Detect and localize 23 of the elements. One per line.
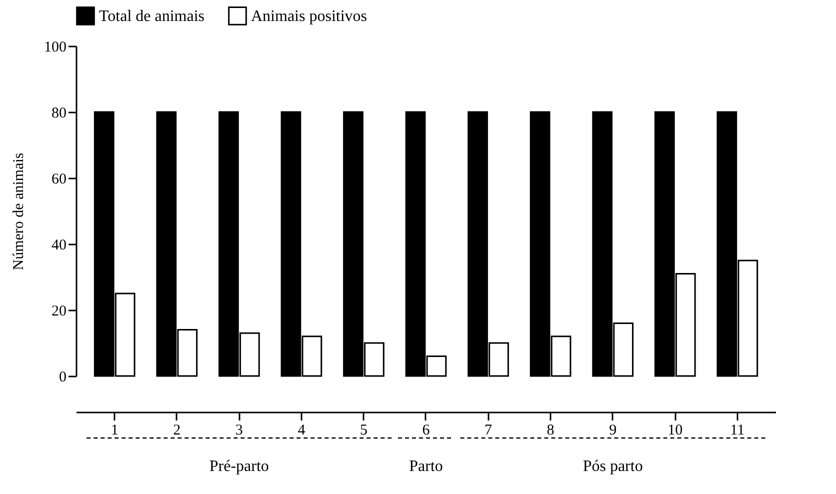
- x-tick-label: 3: [235, 422, 243, 438]
- legend-label: Total de animais: [99, 8, 205, 25]
- x-tick-label: 5: [360, 422, 368, 438]
- y-tick-label: 60: [52, 172, 66, 188]
- x-tick-label: 7: [484, 422, 493, 438]
- y-tick-label: 40: [52, 238, 66, 254]
- text: Parto: [409, 458, 443, 475]
- x-tick-label: 11: [730, 422, 745, 438]
- x-tick-label: 1: [110, 422, 118, 438]
- text: Pré-parto: [209, 458, 269, 475]
- y-tick-label: 0: [59, 370, 66, 386]
- y-axis-title: Número de animais: [11, 152, 27, 270]
- y-tick-label: 20: [52, 304, 66, 320]
- x-tick-label: 4: [298, 422, 306, 438]
- x-tick-label: 8: [546, 422, 554, 438]
- x-tick-label: 10: [668, 422, 683, 438]
- legend-label: Animais positivos: [251, 8, 368, 25]
- y-tick-label: 100: [44, 40, 66, 56]
- x-tick-label: 9: [609, 422, 617, 438]
- x-tick-label: 2: [173, 422, 181, 438]
- text: Pós parto: [582, 458, 643, 475]
- y-tick-label: 80: [52, 106, 66, 122]
- x-tick-label: 6: [422, 422, 430, 438]
